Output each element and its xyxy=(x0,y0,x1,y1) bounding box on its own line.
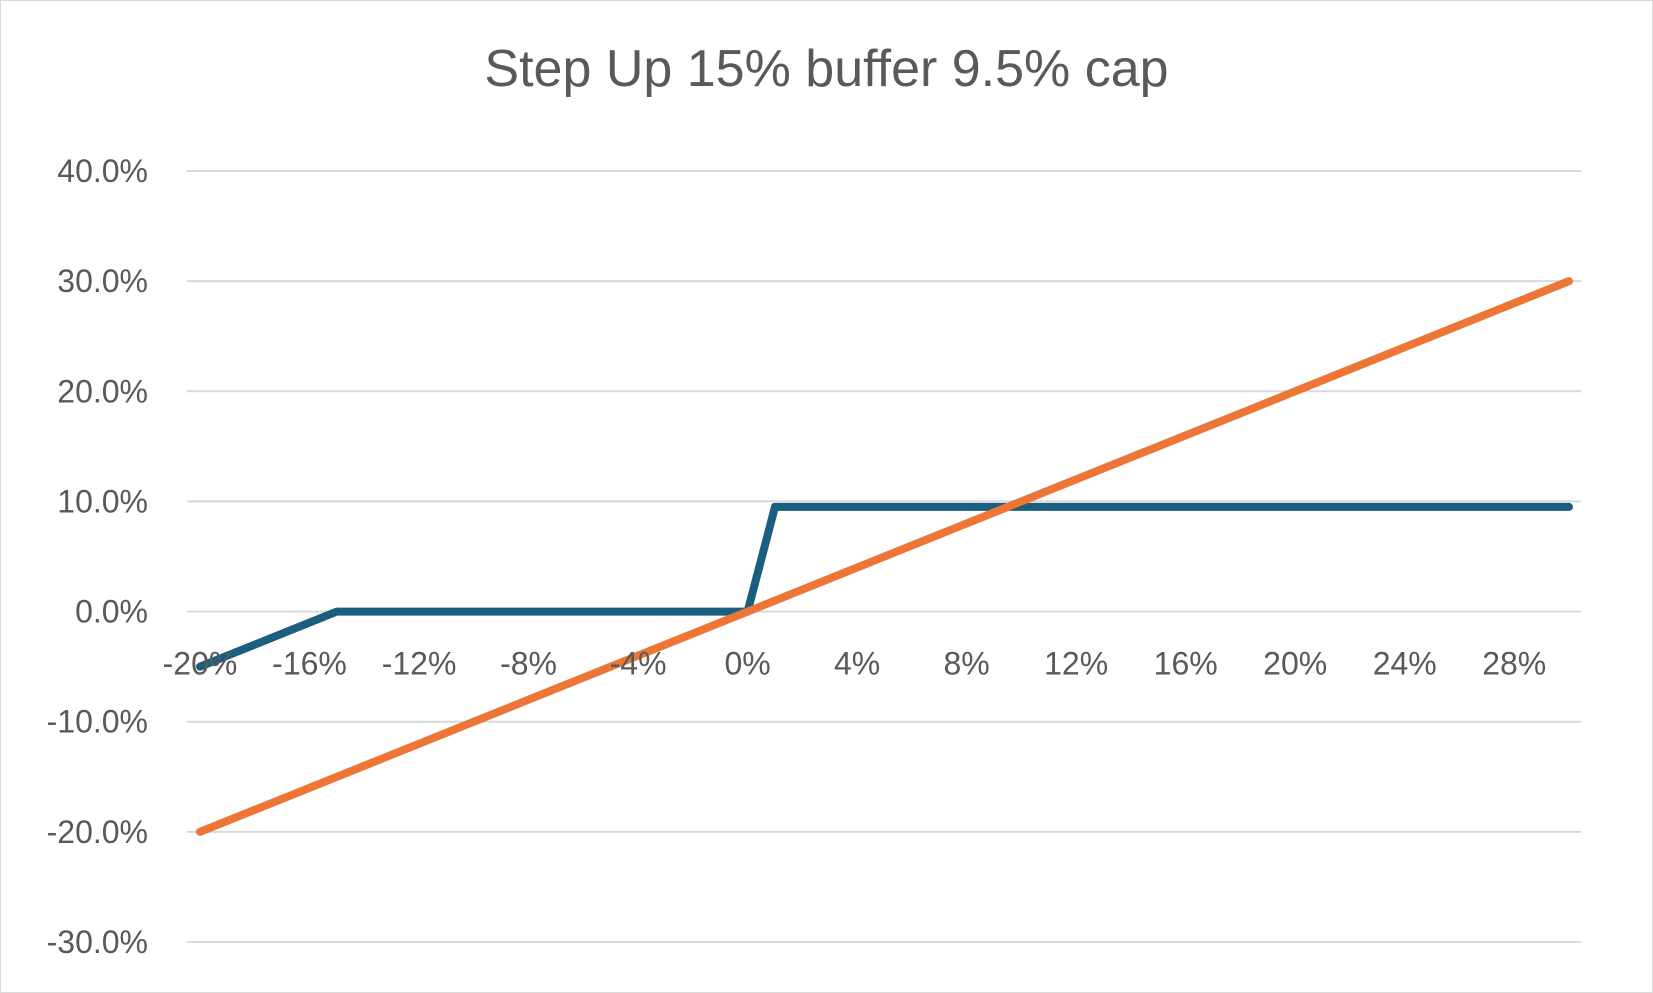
y-tick-label: 30.0% xyxy=(57,263,148,299)
x-tick-label: 8% xyxy=(944,646,990,682)
y-tick-label: 20.0% xyxy=(57,373,148,409)
y-tick-label: 10.0% xyxy=(57,483,148,519)
x-tick-label: -12% xyxy=(382,646,457,682)
x-tick-label: -16% xyxy=(272,646,347,682)
x-tick-label: 16% xyxy=(1154,646,1218,682)
y-tick-label: -10.0% xyxy=(47,704,148,740)
x-tick-label: -20% xyxy=(163,646,238,682)
x-tick-label: -8% xyxy=(500,646,557,682)
y-tick-label: 0.0% xyxy=(75,594,148,630)
x-tick-label: 0% xyxy=(724,646,770,682)
chart-title: Step Up 15% buffer 9.5% cap xyxy=(484,40,1169,98)
y-axis-tick-labels: 40.0% 30.0% 20.0% 10.0% 0.0% -10.0% -20.0% -30.… xyxy=(47,153,148,960)
y-tick-label: 40.0% xyxy=(57,153,148,189)
y-tick-label: -20.0% xyxy=(47,814,148,850)
series-lines xyxy=(196,277,1573,836)
x-tick-label: 24% xyxy=(1373,646,1437,682)
x-axis-tick-labels: -20% -16% -12% -8% -4% 0% 4% 8% 12% 16% 20% 24% 28% xyxy=(163,646,1547,682)
series-line-1 xyxy=(196,502,1573,671)
y-tick-label: -30.0% xyxy=(47,924,148,960)
x-tick-label: 12% xyxy=(1044,646,1108,682)
x-tick-label: 28% xyxy=(1482,646,1546,682)
x-tick-label: 20% xyxy=(1263,646,1327,682)
series-line-2 xyxy=(196,277,1573,836)
x-tick-label: -4% xyxy=(610,646,667,682)
x-tick-label: 4% xyxy=(834,646,880,682)
gridlines xyxy=(187,170,1581,943)
